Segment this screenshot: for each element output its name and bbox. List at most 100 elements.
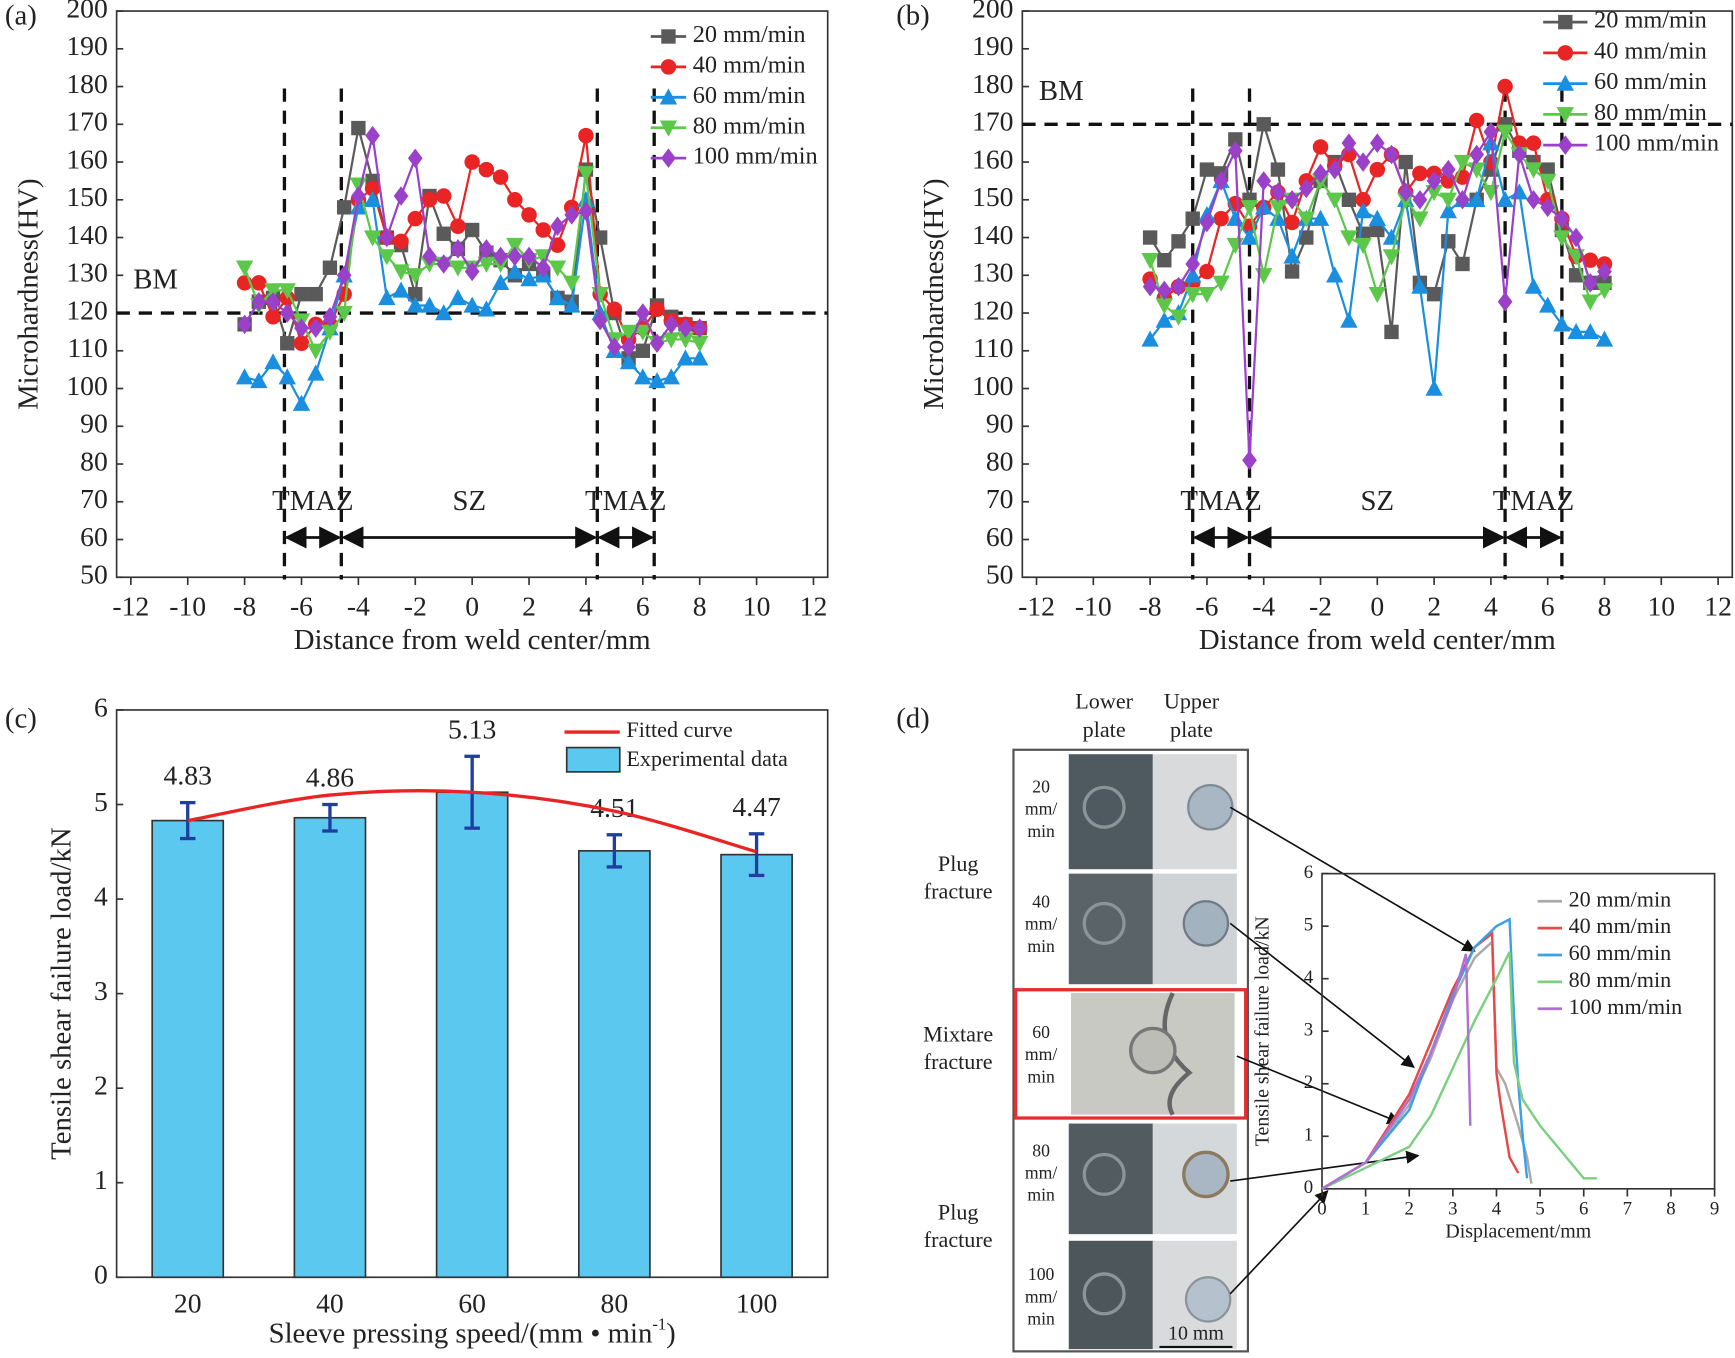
y-tick-label: 90	[986, 408, 1014, 439]
speed-label: min	[1027, 1308, 1055, 1328]
marker	[1270, 182, 1286, 203]
marker	[691, 336, 709, 353]
x-axis-title-end: )	[666, 1317, 676, 1349]
y-tick-label: 80	[80, 445, 108, 476]
speed-label: 80	[1032, 1140, 1050, 1160]
marker	[1341, 133, 1357, 153]
legend-label: 100 mm/min	[1569, 994, 1683, 1019]
x-tick-label: 6	[1541, 590, 1555, 621]
x-axis-title: Distance from weld center/mm	[1199, 624, 1556, 656]
speed-label: min	[1027, 1185, 1055, 1205]
marker	[1453, 154, 1472, 171]
y-tick-label: 120	[972, 294, 1013, 325]
x-tick-label: 4	[1484, 590, 1498, 621]
marker	[1526, 190, 1541, 210]
y-tick-label: 70	[80, 483, 108, 514]
speed-label: mm/	[1025, 1044, 1058, 1064]
x-tick-label: 100	[736, 1288, 777, 1319]
speed-label: mm/	[1025, 914, 1058, 934]
marker	[1155, 311, 1173, 328]
x-tick-label: 8	[693, 590, 707, 621]
zone-label: TMAZ	[1180, 485, 1261, 517]
y-tick-label: 1	[1304, 1125, 1313, 1146]
speed-label: 20	[1032, 777, 1050, 797]
marker	[1539, 296, 1557, 313]
marker	[1369, 133, 1385, 153]
marker	[336, 265, 352, 286]
panel-label: (b)	[896, 0, 930, 31]
marker	[1524, 162, 1543, 179]
x-tick-label: 20	[174, 1288, 202, 1319]
marker	[1412, 165, 1428, 182]
y-axis-title: Tensile shear failure load/kN	[1251, 916, 1273, 1146]
marker	[1441, 234, 1456, 249]
marker	[449, 289, 467, 306]
marker	[393, 233, 409, 250]
legend-swatch	[565, 746, 621, 773]
marker	[1510, 183, 1528, 200]
marker	[1468, 190, 1486, 207]
marker	[1483, 122, 1499, 142]
marker	[548, 260, 567, 277]
marker	[1368, 286, 1386, 304]
marker	[378, 289, 396, 306]
marker	[392, 281, 410, 298]
marker	[1369, 161, 1386, 178]
marker	[1595, 283, 1614, 300]
x-tick-label: 4	[1492, 1199, 1502, 1220]
x-tick-label: 2	[522, 590, 536, 621]
x-axis-title: Sleeve pressing speed/(mm • min-1)	[269, 1314, 676, 1349]
marker	[1411, 277, 1429, 294]
marker	[662, 368, 680, 385]
y-tick-label: 130	[972, 257, 1013, 288]
marker	[1525, 135, 1542, 151]
y-tick-label: 180	[972, 68, 1013, 99]
marker	[1340, 230, 1358, 247]
marker	[535, 222, 552, 238]
marker	[1185, 211, 1200, 226]
fracture-type: fracture	[924, 879, 993, 904]
x-tick-label: 8	[1598, 590, 1612, 621]
column-header: Upper	[1164, 688, 1220, 713]
speed-label: 100	[1028, 1264, 1055, 1284]
fracture-type: fracture	[924, 1049, 993, 1074]
marker	[463, 296, 481, 313]
marker	[293, 335, 310, 351]
legend-marker	[1557, 45, 1574, 61]
legend-marker	[659, 120, 678, 137]
y-tick-label: 60	[80, 521, 108, 552]
marker	[634, 368, 652, 385]
marker	[691, 349, 709, 366]
bar	[577, 850, 651, 1279]
marker	[1496, 124, 1514, 141]
marker	[1297, 211, 1315, 228]
marker	[420, 296, 439, 313]
series-line	[1321, 953, 1472, 1190]
y-tick-label: 170	[972, 106, 1013, 137]
legend-marker	[661, 148, 676, 168]
marker	[520, 270, 538, 287]
x-tick-label: 8	[1666, 1199, 1675, 1220]
marker	[407, 148, 423, 169]
y-tick-label: 150	[66, 181, 107, 212]
marker	[251, 291, 267, 312]
zone-label: TMAZ	[1493, 485, 1574, 517]
marker	[1326, 192, 1344, 209]
y-tick-label: 6	[94, 691, 108, 722]
x-tick-label: -6	[290, 590, 313, 621]
marker	[1567, 322, 1585, 340]
legend-label: 80 mm/min	[1594, 99, 1707, 126]
marker	[1439, 192, 1457, 209]
series-line	[1321, 917, 1529, 1190]
data-label: 4.86	[306, 762, 354, 793]
marker	[1341, 192, 1357, 207]
y-tick-label: 170	[66, 106, 107, 137]
marker	[406, 268, 424, 285]
y-tick-label: 3	[94, 975, 108, 1006]
marker	[491, 273, 510, 291]
legend-marker	[661, 29, 676, 44]
marker	[1382, 249, 1401, 266]
marker	[1581, 322, 1599, 340]
legend-marker	[659, 88, 678, 105]
marker	[1384, 324, 1399, 340]
